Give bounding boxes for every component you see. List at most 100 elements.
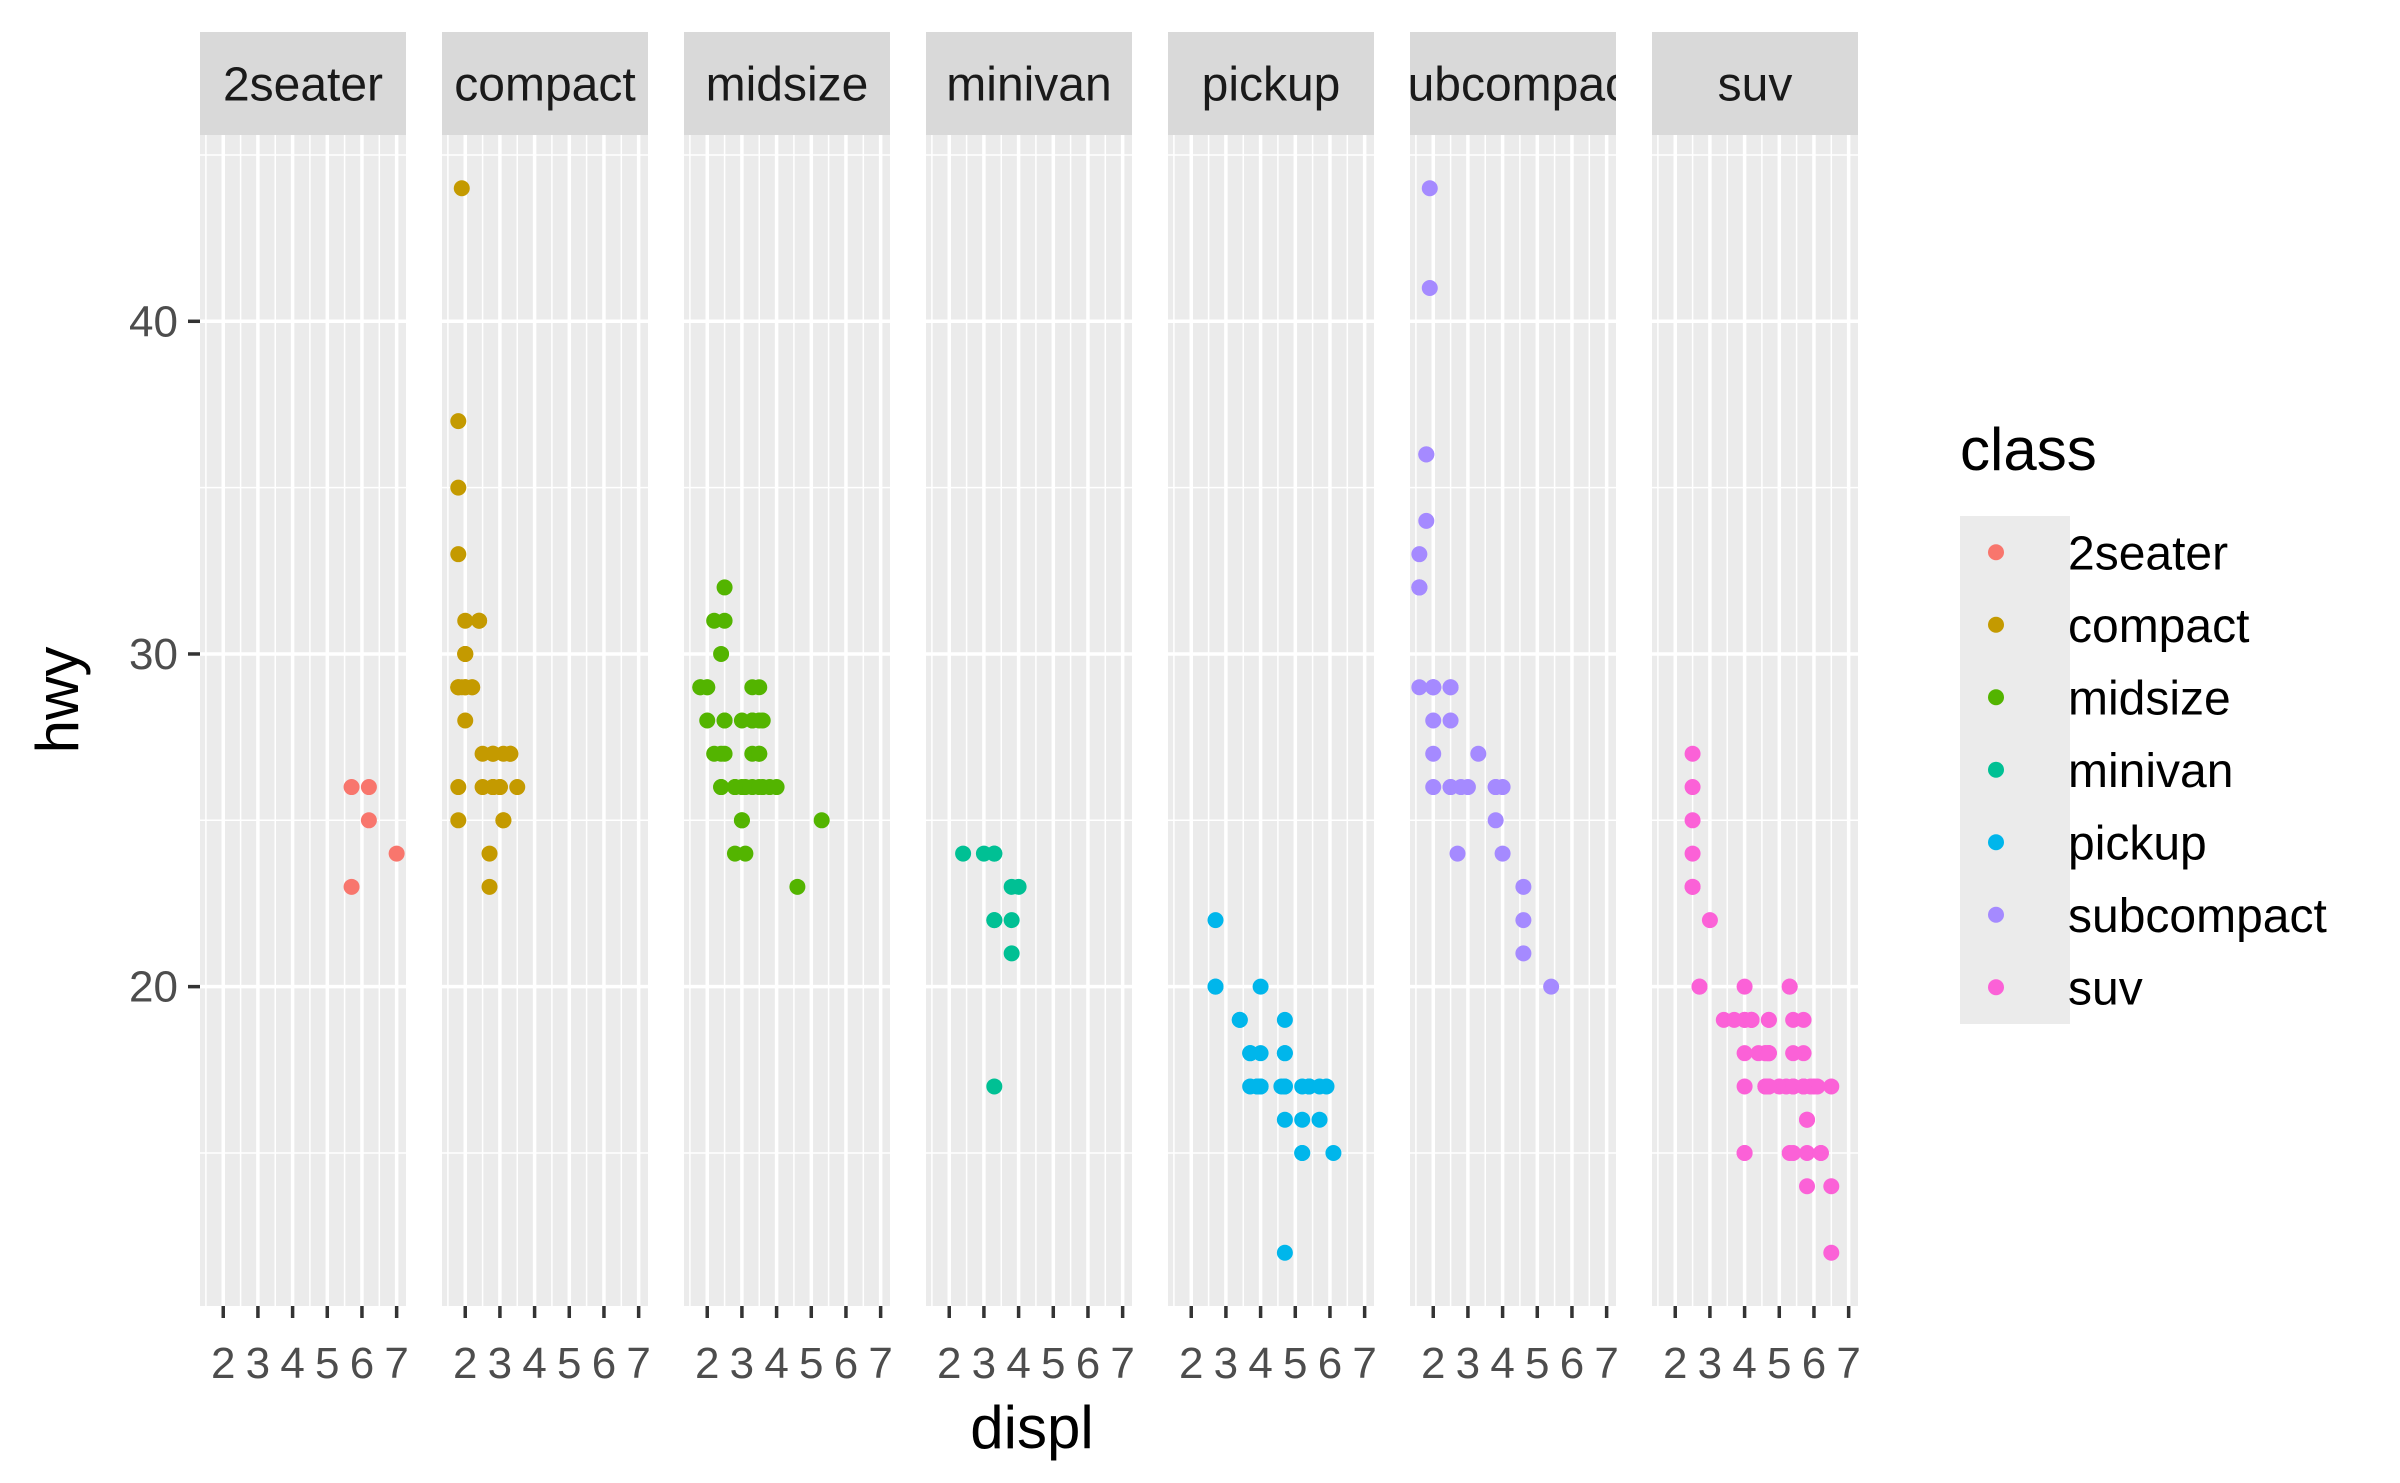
x-tick-label: 2 (695, 1339, 719, 1388)
data-point (744, 679, 761, 696)
x-tick-label: 7 (1836, 1339, 1860, 1388)
data-point (1003, 945, 1020, 962)
x-tick-label: 5 (799, 1339, 823, 1388)
data-point (491, 779, 508, 796)
data-point (457, 645, 474, 662)
data-point (1823, 1078, 1840, 1095)
x-tick-label: 6 (1802, 1339, 1826, 1388)
data-point (1823, 1244, 1840, 1261)
data-point (1487, 812, 1504, 829)
strip-pickup (1168, 32, 1374, 135)
x-tick-label: 6 (834, 1339, 858, 1388)
data-point (343, 779, 360, 796)
data-point (1459, 779, 1476, 796)
panel-2seater: 2seater 2 3 4 5 6 7 (200, 32, 409, 1388)
data-point (1736, 1078, 1753, 1095)
legend-key-background (1960, 516, 2070, 1024)
data-point (1252, 1045, 1269, 1062)
x-tick-label: 7 (1594, 1339, 1618, 1388)
x-tick-label: 2 (937, 1339, 961, 1388)
data-point (1781, 978, 1798, 995)
data-point (1276, 1011, 1293, 1028)
data-point (706, 745, 723, 762)
x-tick-label: 3 (1698, 1339, 1722, 1388)
legend-entry-2seater: 2seater (1988, 527, 2228, 580)
data-point (1684, 878, 1701, 895)
data-point (1411, 579, 1428, 596)
data-point (1823, 1178, 1840, 1195)
legend-key (1988, 616, 2004, 633)
data-point (1231, 1011, 1248, 1028)
x-tick-label: 4 (764, 1339, 788, 1388)
data-point (457, 712, 474, 729)
legend-label: minivan (2068, 745, 2233, 798)
data-point (481, 845, 498, 862)
data-point (1785, 1045, 1802, 1062)
x-tick-label: 4 (280, 1339, 304, 1388)
legend-label: pickup (2068, 817, 2207, 870)
panel-background (1168, 135, 1374, 1306)
panel-background (926, 135, 1132, 1306)
x-tick-label: 3 (1456, 1339, 1480, 1388)
x-tick-label: 5 (1767, 1339, 1791, 1388)
x-tick-label: 2 (211, 1339, 235, 1388)
x-tick-label: 7 (1352, 1339, 1376, 1388)
data-point (481, 878, 498, 895)
x-tick-label: 3 (488, 1339, 512, 1388)
data-point (751, 745, 768, 762)
strip-label: midsize (706, 59, 869, 112)
panel-background (442, 135, 648, 1306)
data-point (1207, 912, 1224, 929)
data-point (699, 679, 716, 696)
data-point (1325, 1144, 1342, 1161)
legend-entry-suv: suv (1988, 962, 2143, 1015)
data-point (450, 546, 467, 563)
y-axis: 20 30 40 (129, 297, 200, 1012)
x-tick-label: 3 (730, 1339, 754, 1388)
data-point (1691, 978, 1708, 995)
legend-entry-subcompact: subcompact (1988, 890, 2327, 943)
x-tick-label: 3 (246, 1339, 270, 1388)
data-point (1442, 679, 1459, 696)
data-point (471, 612, 488, 629)
x-tick-label: 6 (1318, 1339, 1342, 1388)
data-point (1684, 779, 1701, 796)
x-tick-label: 2 (453, 1339, 477, 1388)
data-point (502, 745, 519, 762)
data-point (955, 845, 972, 862)
data-point (737, 845, 754, 862)
data-point (713, 779, 730, 796)
data-point (450, 413, 467, 430)
legend-entry-midsize: midsize (1988, 672, 2231, 725)
legend-title: class (1960, 416, 2097, 483)
panel-suv: suv 2 3 4 5 6 7 (1652, 32, 1861, 1388)
data-point (1736, 978, 1753, 995)
legend-key (1988, 761, 2004, 778)
data-point (1736, 1144, 1753, 1161)
data-point (1799, 1178, 1816, 1195)
data-point (986, 845, 1003, 862)
data-point (1799, 1144, 1816, 1161)
x-tick-label: 7 (868, 1339, 892, 1388)
legend-key (1988, 979, 2004, 996)
data-point (1311, 1111, 1328, 1128)
data-point (1425, 745, 1442, 762)
data-point (1003, 912, 1020, 929)
data-point (1425, 679, 1442, 696)
x-tick-label: 5 (315, 1339, 339, 1388)
data-point (457, 679, 474, 696)
data-point (1543, 978, 1560, 995)
x-tick-label: 3 (972, 1339, 996, 1388)
strip-label: pickup (1202, 59, 1341, 112)
data-point (1425, 779, 1442, 796)
x-tick-label: 7 (626, 1339, 650, 1388)
legend-entry-pickup: pickup (1988, 817, 2207, 870)
data-point (1701, 912, 1718, 929)
x-tick-label: 2 (1421, 1339, 1445, 1388)
legend-entries: 2seater compact midsize minivan pickup subcom… (1988, 527, 2327, 1015)
strip-compact (442, 32, 648, 135)
data-point (1736, 1045, 1753, 1062)
data-point (1785, 1144, 1802, 1161)
data-point (1418, 446, 1435, 463)
